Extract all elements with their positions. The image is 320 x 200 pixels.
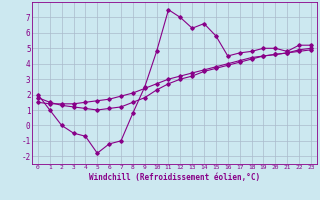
X-axis label: Windchill (Refroidissement éolien,°C): Windchill (Refroidissement éolien,°C) [89,173,260,182]
